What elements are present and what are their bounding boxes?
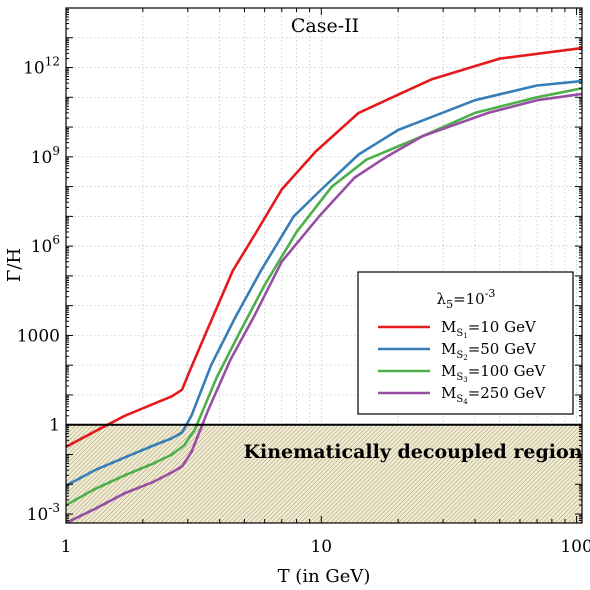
x-axis-label: T (in GeV) bbox=[278, 566, 371, 587]
series-line-4 bbox=[66, 92, 582, 523]
tick-marks bbox=[65, 8, 582, 524]
x-tick-label: 10 bbox=[310, 537, 332, 557]
x-tick-label: 1 bbox=[61, 537, 72, 557]
x-tick-labels: 1 10 100 bbox=[61, 537, 590, 557]
x-tick-label: 100 bbox=[560, 537, 590, 557]
series-layer bbox=[66, 46, 582, 523]
y-tick-label: 10-3 bbox=[27, 501, 60, 525]
legend-title: λ5=10-3 bbox=[437, 287, 496, 311]
y-tick-label: 1012 bbox=[23, 55, 60, 79]
legend-label-4: MS4=250 GeV bbox=[441, 384, 547, 406]
y-tick-label: 1000 bbox=[17, 326, 60, 346]
decoupled-region-label: Kinematically decoupled region bbox=[243, 441, 582, 463]
y-tick-label: 1 bbox=[49, 416, 60, 436]
plot-frame bbox=[65, 7, 583, 524]
legend-box bbox=[357, 271, 574, 415]
series-line-2 bbox=[66, 79, 582, 487]
legend-label-3: MS3=100 GeV bbox=[441, 362, 547, 384]
series-line-3 bbox=[66, 87, 582, 507]
chart-title: Case-II bbox=[291, 15, 359, 37]
legend-label-2: MS2=50 GeV bbox=[441, 340, 537, 362]
y-tick-labels: 10-3 1 1000 106 109 1012 bbox=[17, 55, 60, 526]
decoupled-region bbox=[66, 424, 582, 523]
y-tick-label: 106 bbox=[31, 233, 60, 257]
y-axis-label: Γ/H bbox=[4, 248, 25, 282]
series-line-1 bbox=[66, 46, 582, 449]
y-tick-label: 109 bbox=[31, 144, 60, 168]
legend-label-1: MS1=10 GeV bbox=[441, 318, 537, 340]
